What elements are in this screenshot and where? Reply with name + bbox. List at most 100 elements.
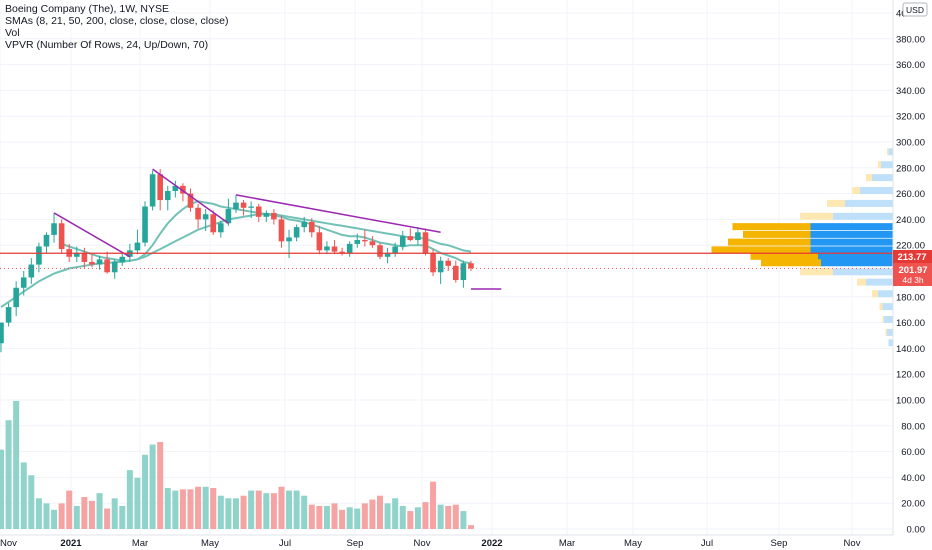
time-tick-label: Jul [279,538,291,549]
trendlines[interactable] [53,168,502,290]
candle [271,209,277,225]
candle [377,242,383,260]
candle-body [5,307,12,323]
vp-row-down [852,187,860,195]
price-tick-label: 40.00 [901,473,925,484]
vp-row-up [810,246,893,254]
candle [384,247,391,264]
level-price-badge [893,250,932,263]
price-tick-label: 240.00 [896,215,925,226]
candle [5,303,12,327]
volume-bar [13,401,20,529]
vp-row-up [810,223,893,231]
price-tick-label: 380.00 [896,34,925,45]
time-axis-ticks: Nov 2021 Mar May Jul Sep Nov 2022 Mar May Jul Sep No… [0,538,861,549]
time-tick-label: 2022 [481,538,502,549]
volume-bar [316,505,323,529]
symbol-title[interactable]: Boeing Company (The), 1W, NYSE [5,3,169,15]
price-tick-label: 160.00 [896,318,925,329]
candle [362,229,368,247]
volume-bar [232,498,239,529]
volume-indicator-label[interactable]: Vol [5,27,20,39]
trendline [152,168,229,224]
time-tick-label: Mar [132,538,148,549]
price-tick-label: 20.00 [901,499,925,510]
candle-body [354,240,361,244]
candle [104,251,110,274]
candle [233,194,239,213]
volume-bar [66,490,73,529]
candle [468,260,474,271]
price-tick-label: 0.00 [907,525,926,536]
candle-body [278,219,285,242]
chart-legend[interactable]: Boeing Company (The), 1W, NYSE SMAs (8, … [5,3,229,51]
price-tick-label: 140.00 [896,344,925,355]
candle [187,188,194,212]
vpvr-indicator-label[interactable]: VPVR (Number Of Rows, 24, Up/Down, 70) [5,39,208,51]
vp-row-down [866,174,872,182]
candle-body [369,241,376,246]
vp-row-up [833,212,893,220]
candle-body [164,191,171,201]
volume-bar [422,502,429,529]
time-tick-label: May [201,538,219,549]
candle [240,200,247,216]
current-price-badge [893,263,932,286]
volume-bar [460,511,467,529]
vp-row-up [833,268,893,276]
volume-bar [149,444,156,529]
volume-bar [157,441,164,529]
volume-bar [179,489,186,529]
horizontal-level[interactable] [0,252,893,269]
time-tick-label: Nov [0,538,17,549]
price-tick-label: 100.00 [896,396,925,407]
volume-bar [354,508,361,529]
time-tick-label: Sep [771,538,788,549]
candle-body [460,263,467,281]
candle [369,236,376,248]
candle [308,218,315,238]
currency-badge[interactable] [902,2,928,17]
candle-body [195,207,201,220]
trendline [53,212,131,258]
volume-bar [210,488,217,529]
sma-indicator-label[interactable]: SMAs (8, 21, 50, 200, close, close, clos… [5,15,229,27]
time-tick-label: Sep [347,538,364,549]
vp-row-down [750,252,818,260]
volume-bar [96,493,103,529]
candle [0,322,4,353]
volume-bar [28,475,35,529]
volume-bar [445,505,452,529]
candle [301,216,307,233]
volume-bar [255,490,262,529]
candle [415,227,421,246]
volume-bar [323,505,330,529]
vp-row-down [882,316,884,324]
vp-row-down [743,230,811,238]
candle [278,215,285,248]
candle-body [453,265,459,281]
candle-body [248,206,254,208]
price-tick-label: 340.00 [896,86,925,97]
candle-body [233,202,239,210]
volume-bar [0,449,4,529]
vp-row-up [818,252,893,260]
vp-row-up [821,259,893,267]
volume-bar [301,495,308,529]
candle [293,224,300,242]
candle-body [81,252,88,262]
vp-row-up [866,278,893,286]
candle-body [407,236,414,241]
volume-bar [430,481,437,529]
price-tick-label: 120.00 [896,370,925,381]
candle-body [210,214,217,233]
volume-bar [134,477,141,529]
sma-slow-line [0,213,472,308]
vp-row-down [800,212,833,220]
candle [453,260,459,283]
candle-body [346,243,353,253]
volume-bar [384,503,391,529]
price-tick-label: 260.00 [896,189,925,200]
candle-body [13,287,19,308]
